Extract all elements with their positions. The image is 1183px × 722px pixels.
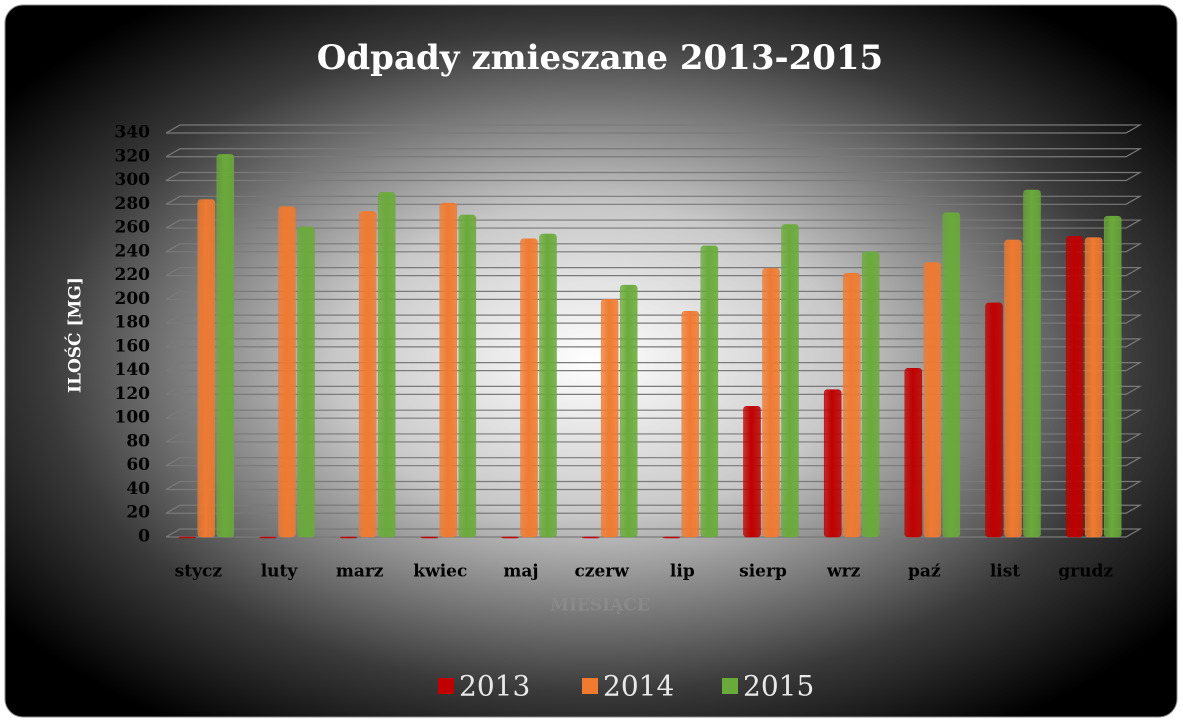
bar xyxy=(662,536,681,539)
bar xyxy=(358,211,377,538)
grid-line xyxy=(165,338,1143,348)
grid-line xyxy=(165,243,1143,253)
grid-line xyxy=(165,266,1143,277)
grid-line xyxy=(165,171,1143,182)
x-tick-label: luty xyxy=(261,562,299,582)
bar xyxy=(520,238,538,538)
bar xyxy=(439,202,458,538)
y-tick-label: 0 xyxy=(138,527,150,547)
bar xyxy=(278,206,296,538)
bar xyxy=(1065,236,1084,538)
y-tick-label: 340 xyxy=(115,123,151,143)
y-tick-label: 140 xyxy=(115,360,151,380)
x-tick-label: paź xyxy=(908,562,941,582)
bar xyxy=(420,536,439,539)
bar xyxy=(377,192,396,538)
grid-line xyxy=(165,314,1143,324)
bar xyxy=(619,284,638,538)
bar xyxy=(762,268,780,538)
bar xyxy=(297,226,315,538)
y-tick-label: 20 xyxy=(126,503,150,523)
y-tick-label: 200 xyxy=(115,289,151,309)
y-tick-label: 240 xyxy=(115,241,151,261)
legend-swatch xyxy=(438,678,454,694)
y-tick-label: 160 xyxy=(115,336,151,356)
y-tick-label: 280 xyxy=(115,194,151,214)
x-tick-label: lip xyxy=(670,562,695,582)
bar xyxy=(339,536,358,539)
grid-line xyxy=(165,504,1143,514)
bar xyxy=(600,299,619,538)
y-tick-label: 120 xyxy=(115,384,151,404)
grid-line xyxy=(165,528,1143,538)
bar xyxy=(178,536,197,539)
bar xyxy=(1084,237,1103,538)
bar xyxy=(539,233,557,538)
y-tick-label: 40 xyxy=(126,479,150,499)
bar xyxy=(743,406,761,538)
grid-line xyxy=(165,290,1143,300)
bar xyxy=(842,272,861,538)
x-tick-label: grudz xyxy=(1058,562,1113,582)
x-tick-label: stycz xyxy=(175,562,223,582)
y-tick-label: 180 xyxy=(115,313,151,333)
y-tick-label: 60 xyxy=(126,455,150,475)
bar xyxy=(681,310,700,538)
grid-line xyxy=(165,457,1143,467)
grid-line xyxy=(165,219,1143,229)
x-tick-label: czerw xyxy=(574,562,629,582)
x-tick-label: kwiec xyxy=(413,562,467,582)
bar xyxy=(823,389,842,538)
bar xyxy=(942,212,961,538)
bar xyxy=(581,536,600,539)
bar xyxy=(501,536,519,539)
y-tick-label: 320 xyxy=(115,146,151,166)
y-tick-label: 300 xyxy=(115,170,151,190)
legend-label: 2013 xyxy=(459,670,530,703)
bar xyxy=(1004,239,1022,538)
bar xyxy=(1023,189,1041,538)
x-tick-label: marz xyxy=(336,562,384,582)
bar xyxy=(259,536,277,539)
bar xyxy=(985,302,1003,538)
bar xyxy=(861,251,880,538)
bar xyxy=(216,154,235,538)
grid-line xyxy=(165,362,1143,372)
legend-label: 2014 xyxy=(603,670,674,703)
grid-line xyxy=(165,433,1143,443)
x-tick-label: maj xyxy=(503,562,538,582)
grid-line xyxy=(165,148,1143,158)
grid-line xyxy=(165,385,1143,396)
x-axis-title: MIESIĄCE xyxy=(550,596,650,616)
chart-background xyxy=(4,4,1178,718)
x-tick-label: list xyxy=(990,562,1020,582)
bar xyxy=(197,199,216,538)
bar xyxy=(781,224,799,538)
legend-swatch xyxy=(582,678,598,694)
bar xyxy=(904,368,923,538)
bar xyxy=(1103,215,1122,538)
chart-title: Odpady zmieszane 2013-2015 xyxy=(317,38,883,78)
x-tick-label: wrz xyxy=(826,562,861,582)
grid-line xyxy=(165,480,1143,491)
legend-label: 2015 xyxy=(743,670,814,703)
y-tick-label: 80 xyxy=(126,431,150,451)
x-tick-label: sierp xyxy=(739,562,787,582)
y-tick-label: 260 xyxy=(115,218,151,238)
y-tick-label: 220 xyxy=(115,265,151,285)
bar xyxy=(458,214,477,538)
bar xyxy=(700,245,719,538)
bar xyxy=(923,262,942,538)
legend-swatch xyxy=(722,678,738,694)
grid-line xyxy=(165,409,1143,419)
y-axis-title: ILOŚĆ [MG] xyxy=(65,277,86,393)
grid-line xyxy=(165,195,1143,205)
y-tick-label: 100 xyxy=(115,408,151,428)
grid-line xyxy=(165,124,1143,134)
